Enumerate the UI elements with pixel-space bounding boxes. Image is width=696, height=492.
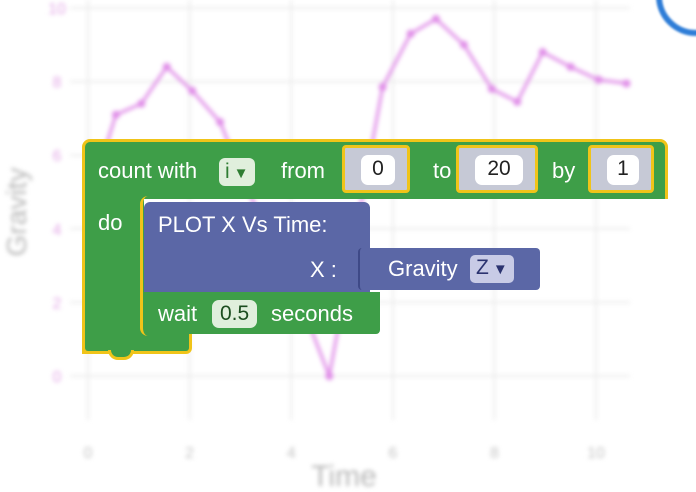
loop-notch: [108, 350, 134, 360]
x-tick-label: 0: [84, 445, 93, 462]
loop-variable-dropdown[interactable]: i ▼: [219, 158, 255, 186]
gravity-label: Gravity: [388, 256, 458, 281]
x-axis-label: Time: [311, 460, 377, 492]
x-tick-label: 8: [490, 445, 499, 462]
do-label: do: [98, 210, 123, 235]
wait-block[interactable]: wait 0.5 seconds: [144, 292, 380, 334]
from-socket: 0: [342, 145, 410, 193]
y-tick-label: 8: [53, 75, 62, 92]
x-tick-label: 6: [388, 445, 397, 462]
by-socket: 1: [588, 145, 654, 193]
by-label: by: [552, 158, 576, 183]
dropdown-arrow-icon: ▼: [233, 165, 249, 182]
data-point: [594, 75, 603, 84]
data-point: [378, 83, 387, 92]
data-point: [188, 86, 197, 95]
to-label: to: [433, 158, 452, 183]
data-point: [622, 79, 631, 88]
y-tick-label: 4: [53, 222, 62, 239]
y-axis-label: Gravity: [1, 168, 32, 257]
data-point: [406, 29, 415, 38]
x-tick-label: 4: [287, 445, 296, 462]
data-point: [566, 62, 575, 71]
from-label: from: [281, 158, 325, 183]
plot-x-vs-time-block[interactable]: PLOT X Vs Time: X :: [144, 202, 370, 292]
data-point: [162, 62, 171, 71]
data-point: [538, 48, 547, 57]
by-value-input[interactable]: 1: [607, 155, 639, 185]
gravity-axis-value: Z: [476, 256, 489, 279]
to-value-input[interactable]: 20: [475, 155, 523, 185]
data-point: [487, 84, 496, 93]
data-point: [216, 118, 225, 127]
wait-unit-label: seconds: [271, 301, 353, 326]
y-tick-label: 2: [53, 295, 62, 312]
data-point: [431, 15, 440, 24]
from-value-input[interactable]: 0: [361, 155, 395, 185]
x-tick-label: 2: [185, 445, 194, 462]
plot-x-label: X :: [310, 257, 337, 282]
y-tick-labels: 10 8 6 4 2 0: [48, 1, 66, 386]
y-tick-label: 0: [53, 369, 62, 386]
x-tick-labels: 0 2 4 6 8 10: [84, 445, 605, 462]
y-tick-label: 10: [48, 1, 66, 18]
data-point: [325, 372, 334, 380]
data-point: [513, 97, 522, 106]
gravity-axis-dropdown[interactable]: Z ▼: [470, 255, 514, 283]
y-tick-label: 6: [53, 148, 62, 165]
data-point: [111, 110, 120, 119]
selected-statement-frame: [140, 196, 192, 336]
plot-title: PLOT X Vs Time:: [158, 212, 328, 237]
data-point: [459, 40, 468, 49]
wait-label: wait: [158, 301, 198, 326]
loop-variable-name: i: [225, 160, 230, 183]
gravity-sensor-block[interactable]: Gravity Z ▼: [358, 248, 540, 290]
to-socket: 20: [456, 145, 538, 193]
x-tick-label: 10: [587, 445, 605, 462]
dropdown-arrow-icon: ▼: [492, 261, 508, 278]
data-point: [137, 99, 146, 108]
wait-value-input[interactable]: 0.5: [212, 300, 258, 328]
count-with-label: count with: [98, 158, 198, 183]
